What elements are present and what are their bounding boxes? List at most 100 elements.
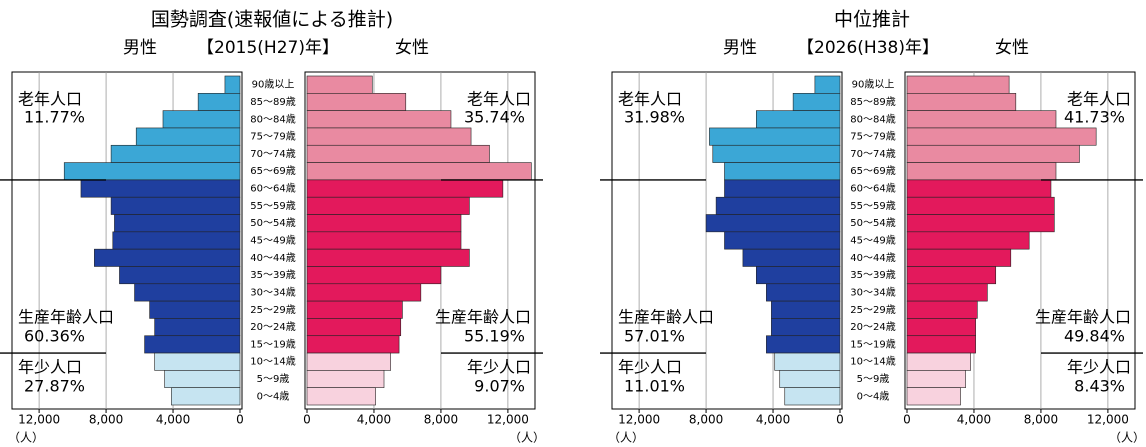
unit-label: （人）	[8, 431, 44, 445]
bar	[306, 214, 462, 233]
category-label: 20～24歳	[850, 321, 895, 333]
bar	[724, 162, 841, 181]
category-label: 5～9歳	[257, 373, 290, 385]
x-tick-label: 0	[836, 413, 844, 427]
bar	[771, 318, 841, 337]
category-label: 50～54歳	[250, 217, 295, 229]
bar	[306, 127, 472, 146]
bar	[724, 231, 841, 250]
x-tick-label: 4,000	[357, 413, 391, 427]
category-label: 85～89歳	[250, 96, 295, 108]
bar	[742, 248, 841, 267]
group-label: 生産年齢人口	[435, 308, 531, 327]
x-tick-label: 4,000	[156, 413, 190, 427]
category-label: 15～19歳	[250, 338, 295, 350]
group-share: 57.01%	[624, 327, 685, 346]
bar	[306, 387, 376, 406]
bar	[766, 283, 841, 302]
bar	[306, 231, 462, 250]
bar	[197, 93, 241, 111]
group-label: 生産年齢人口	[618, 308, 714, 327]
bar	[114, 214, 241, 233]
group-share: 31.98%	[624, 108, 685, 127]
panel	[11, 71, 243, 410]
bar	[306, 110, 452, 129]
legend-male: 男性	[723, 38, 757, 58]
bar	[80, 179, 241, 198]
bar	[306, 196, 470, 215]
category-label: 40～44歳	[250, 252, 295, 264]
period: 【2015(H27)年】	[197, 38, 339, 58]
unit-label: （人）	[608, 431, 644, 445]
bar	[792, 93, 841, 111]
category-label: 80～84歳	[850, 113, 895, 125]
bar	[814, 75, 841, 94]
bar	[162, 110, 241, 129]
bar	[779, 370, 841, 388]
bar	[784, 387, 841, 406]
group-share: 55.19%	[464, 327, 525, 346]
bar	[306, 318, 402, 337]
group-share: 11.01%	[624, 377, 685, 396]
bar	[771, 300, 841, 319]
bar	[306, 179, 504, 198]
bar	[724, 179, 841, 198]
bar	[906, 266, 997, 285]
category-label: 10～14歳	[250, 356, 295, 368]
bar	[306, 162, 532, 181]
legend-female: 女性	[395, 38, 429, 58]
group-share: 41.73%	[1064, 108, 1125, 127]
category-label: 75～79歳	[250, 131, 295, 143]
category-label: 25～29歳	[850, 304, 895, 316]
group-label: 年少人口	[618, 358, 682, 377]
bar	[755, 266, 841, 285]
category-label: 55～59歳	[250, 200, 295, 212]
bar	[766, 335, 841, 354]
category-label: 20～24歳	[250, 321, 295, 333]
x-tick-label: 12,000	[1087, 413, 1129, 427]
group-share: 8.43%	[1074, 377, 1125, 396]
x-tick-label: 12,000	[487, 413, 529, 427]
panel	[904, 71, 1136, 410]
bar	[224, 75, 241, 94]
category-label: 60～64歳	[250, 183, 295, 195]
group-label: 老年人口	[1067, 90, 1131, 109]
unit-label: （人）	[509, 431, 545, 445]
category-label: 45～49歳	[850, 235, 895, 247]
x-tick-label: 8,000	[424, 413, 458, 427]
x-tick-label: 8,000	[89, 413, 123, 427]
category-label: 35～39歳	[850, 269, 895, 281]
category-label: 65～69歳	[850, 165, 895, 177]
bar	[306, 144, 490, 163]
panel	[611, 71, 843, 410]
bar	[906, 162, 1057, 181]
bar	[306, 283, 422, 302]
group-label: 年少人口	[18, 358, 82, 377]
bar	[112, 231, 241, 250]
category-label: 40～44歳	[850, 252, 895, 264]
bar	[774, 352, 841, 371]
category-label: 65～69歳	[250, 165, 295, 177]
bar	[306, 352, 392, 371]
category-label: 0～4歳	[257, 390, 290, 402]
bar	[171, 387, 241, 406]
x-tick-label: 4,000	[957, 413, 991, 427]
bar	[755, 110, 841, 129]
legend-female: 女性	[995, 38, 1029, 58]
category-label: 55～59歳	[850, 200, 895, 212]
bar	[119, 266, 241, 285]
bar	[306, 335, 400, 354]
bar	[164, 370, 241, 388]
bar	[306, 370, 385, 388]
x-tick-label: 0	[236, 413, 244, 427]
x-tick-label: 12,000	[18, 413, 60, 427]
bar	[906, 335, 976, 354]
group-share: 49.84%	[1064, 327, 1125, 346]
group-label: 年少人口	[1067, 358, 1131, 377]
category-label: 10～14歳	[850, 356, 895, 368]
chart-title: 中位推計	[834, 9, 910, 31]
bar	[906, 127, 1097, 146]
category-label: 30～34歳	[850, 286, 895, 298]
bar	[154, 318, 241, 337]
